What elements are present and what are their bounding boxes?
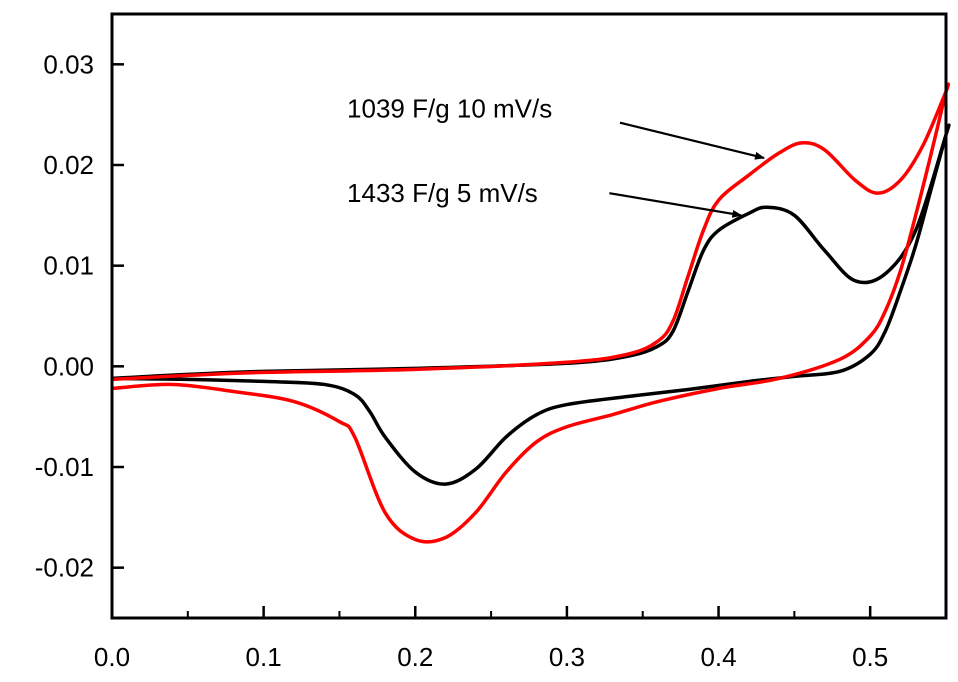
x-tick-label: 0.0 [94,642,130,672]
annotations-layer: 1039 F/g 10 mV/s 1433 F/g 5 mV/s [347,94,766,218]
y-tick-label: 0.03 [43,49,94,79]
y-tick-label: -0.01 [35,452,94,482]
x-tick-label: 0.5 [852,642,888,672]
y-tick-label: -0.02 [35,553,94,583]
ticks-layer: 0.0 0.1 0.2 0.3 0.4 0.5 -0.02 -0.01 0.00 0.01 0.02… [35,49,889,672]
x-tick-label: 0.4 [700,642,736,672]
plot-frame [110,12,948,620]
x-tick-label: 0.2 [397,642,433,672]
annotation-label-1: 1039 F/g 10 mV/s [347,94,552,124]
x-tick-label: 0.1 [246,642,282,672]
x-tick-label: 0.3 [549,642,585,672]
series-line-1 [111,123,951,486]
annotation-arrow-2 [609,192,743,218]
y-tick-label: 0.01 [43,251,94,281]
series-line-2 [111,82,951,544]
series-layer [111,82,951,544]
y-tick-label: 0.02 [43,150,94,180]
annotation-label-2: 1433 F/g 5 mV/s [347,178,538,208]
y-tick-label: 0.00 [43,351,94,381]
annotation-arrow-1 [619,121,766,160]
